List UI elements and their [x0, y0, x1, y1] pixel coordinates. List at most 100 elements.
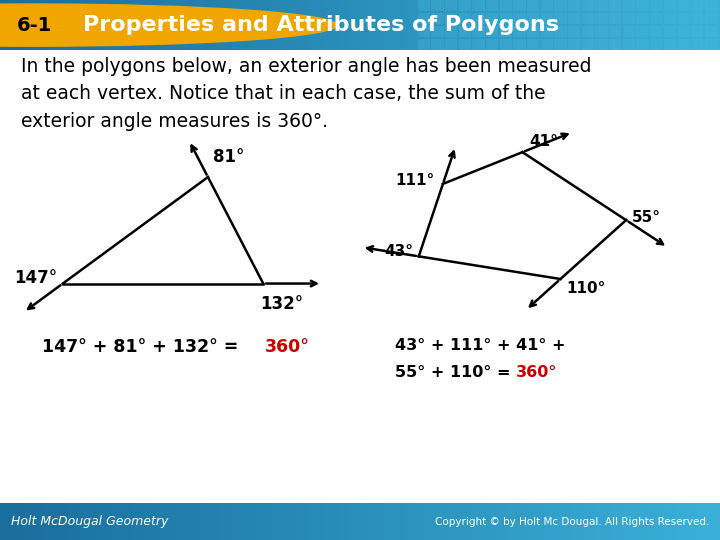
Bar [664, 0, 676, 11]
Bar [472, 13, 485, 24]
Bar [664, 26, 676, 37]
Bar [541, 26, 553, 37]
Bar [705, 26, 717, 37]
Bar [678, 0, 690, 11]
Bar [472, 26, 485, 37]
Bar [636, 26, 649, 37]
Bar [541, 0, 553, 11]
Bar [691, 39, 703, 50]
Bar [554, 26, 567, 37]
Bar [500, 0, 512, 11]
Bar [691, 26, 703, 37]
Bar [609, 13, 621, 24]
Bar [609, 39, 621, 50]
Bar [459, 0, 471, 11]
Bar [527, 26, 539, 37]
Bar [445, 0, 457, 11]
Bar [500, 13, 512, 24]
Bar [541, 13, 553, 24]
Bar [527, 39, 539, 50]
Bar [513, 13, 526, 24]
Bar [705, 13, 717, 24]
Bar [472, 0, 485, 11]
Bar [445, 26, 457, 37]
Bar [623, 13, 635, 24]
Bar [650, 39, 662, 50]
Bar [459, 26, 471, 37]
Text: 132°: 132° [260, 295, 303, 313]
Text: In the polygons below, an exterior angle has been measured
at each vertex. Notic: In the polygons below, an exterior angle… [22, 57, 592, 131]
Bar [418, 13, 430, 24]
Bar [582, 26, 594, 37]
Text: Copyright © by Holt Mc Dougal. All Rights Reserved.: Copyright © by Holt Mc Dougal. All Right… [435, 517, 709, 526]
Text: 43°: 43° [384, 244, 413, 259]
Bar [513, 0, 526, 11]
Bar [595, 26, 608, 37]
Text: Properties and Attributes of Polygons: Properties and Attributes of Polygons [83, 15, 559, 35]
Bar [636, 0, 649, 11]
Bar [595, 0, 608, 11]
Bar [431, 39, 444, 50]
Bar [568, 13, 580, 24]
Bar [554, 0, 567, 11]
Bar [486, 26, 498, 37]
Bar [541, 39, 553, 50]
Text: 41°: 41° [529, 133, 558, 148]
Bar [650, 13, 662, 24]
Text: 111°: 111° [395, 173, 435, 188]
Bar [431, 0, 444, 11]
Bar [609, 26, 621, 37]
Bar [513, 39, 526, 50]
Text: 147°: 147° [14, 269, 58, 287]
Bar [678, 26, 690, 37]
Bar [445, 13, 457, 24]
Bar [678, 13, 690, 24]
Bar [527, 0, 539, 11]
Text: 110°: 110° [566, 281, 606, 296]
Bar [554, 39, 567, 50]
Bar [472, 39, 485, 50]
Bar [650, 26, 662, 37]
Bar [636, 13, 649, 24]
Bar [418, 26, 430, 37]
Text: 147° + 81° + 132° =: 147° + 81° + 132° = [42, 338, 244, 356]
Bar [705, 0, 717, 11]
Text: 81°: 81° [213, 148, 245, 166]
Bar [705, 39, 717, 50]
Bar [500, 39, 512, 50]
Bar [431, 13, 444, 24]
Bar [691, 0, 703, 11]
Text: 6-1: 6-1 [17, 16, 52, 35]
Bar [418, 39, 430, 50]
Bar [486, 13, 498, 24]
Bar [568, 39, 580, 50]
Text: 55°: 55° [631, 211, 661, 225]
Bar [664, 13, 676, 24]
Bar [595, 39, 608, 50]
Bar [486, 0, 498, 11]
Bar [527, 13, 539, 24]
Text: 360°: 360° [516, 365, 557, 380]
Bar [678, 39, 690, 50]
Text: 360°: 360° [265, 338, 310, 356]
Bar [459, 13, 471, 24]
Bar [582, 13, 594, 24]
Bar [623, 39, 635, 50]
Text: 55° + 110° =: 55° + 110° = [395, 365, 516, 380]
Bar [582, 39, 594, 50]
Bar [623, 26, 635, 37]
Bar [582, 0, 594, 11]
Bar [554, 13, 567, 24]
Bar [418, 0, 430, 11]
Bar [568, 0, 580, 11]
Bar [486, 39, 498, 50]
Circle shape [0, 4, 337, 46]
Text: 43° + 111° + 41° +: 43° + 111° + 41° + [395, 338, 565, 353]
Bar [445, 39, 457, 50]
Bar [664, 39, 676, 50]
Bar [623, 0, 635, 11]
Bar [595, 13, 608, 24]
Bar [459, 39, 471, 50]
Bar [568, 26, 580, 37]
Bar [513, 26, 526, 37]
